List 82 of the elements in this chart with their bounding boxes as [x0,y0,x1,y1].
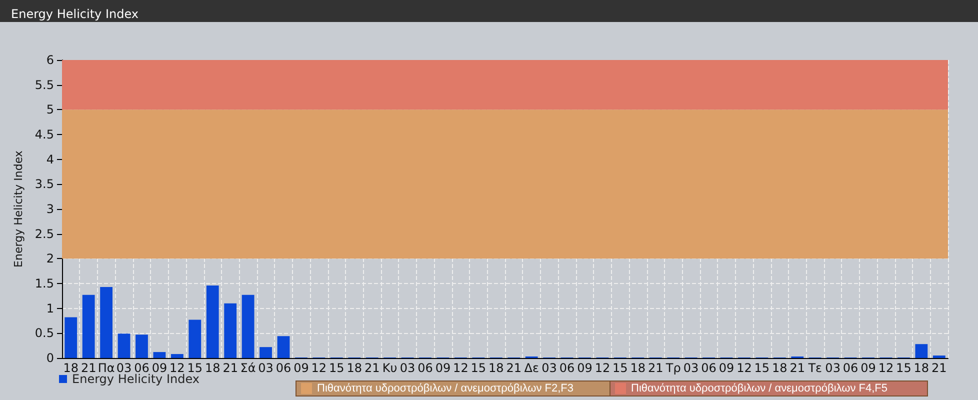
x-tick-label: 15 [470,361,486,375]
x-tick-label: 06 [842,361,858,375]
x-tick-label: 21 [932,361,947,375]
x-tick-label: 03 [825,361,840,375]
x-tick-label: 12 [878,361,894,375]
x-tick-label: 09 [294,361,309,375]
x-tick-label: 21 [648,361,664,375]
x-tick-label: 18 [346,361,362,375]
y-tick-label: 0 [46,351,54,365]
y-tick-label: 6 [46,53,54,67]
x-tick-label: Τε [807,361,822,375]
x-tick-label: Δε [524,361,539,375]
x-tick-label: 12 [453,361,468,375]
x-tick-label: Σά [240,361,256,375]
bar [170,354,184,358]
bar [915,344,928,358]
y-tick-label: 3.5 [34,177,54,192]
x-tick-label: Κυ [382,361,398,375]
y-tick-label: 0.5 [34,326,54,340]
x-tick-label: 15 [612,361,628,375]
x-tick-label: 18 [488,361,504,375]
bar [153,352,166,358]
x-tick-label: 18 [630,361,646,375]
x-tick-label: 21 [222,361,238,375]
x-tick-label: 06 [276,361,292,375]
x-tick-label: 12 [170,361,185,375]
x-tick-label: 09 [860,361,876,375]
x-tick-label: 03 [116,361,132,375]
y-tick-label: 4 [46,152,54,166]
x-tick-label: 06 [559,361,575,375]
x-tick-label: Τρ [664,361,681,375]
x-tick-label: 18 [772,361,788,375]
x-tick-label: Πα [98,361,115,375]
x-tick-label: 12 [311,361,327,375]
x-tick-label: 09 [435,361,451,375]
x-tick-label: 06 [701,361,716,375]
bar [64,317,78,358]
x-tick-label: 15 [329,361,344,375]
x-tick-label: 09 [152,361,168,375]
x-tick-label: 06 [134,361,150,375]
y-tick-label: 2.5 [34,226,54,241]
x-tick-label: 15 [896,361,912,375]
bar [118,334,130,358]
legend-label: Πιθανότητα υδροστρόβιλων / ανεμοστρόβιλων F4,F5 [631,382,888,394]
y-tick-label: 1.5 [34,276,54,290]
y-tick-label: 4.5 [34,128,54,142]
x-tick-label: 21 [790,361,806,375]
x-tick-label: 15 [754,361,770,375]
y-tick-label: 5 [46,102,54,117]
x-tick-label: 09 [577,361,592,375]
bar [206,285,219,358]
x-tick-label: 03 [542,361,557,375]
x-tick-label: 21 [80,361,96,375]
bar [242,294,254,358]
bar [82,294,95,358]
x-tick-label: 03 [683,361,699,375]
bar [260,347,272,358]
x-tick-label: 03 [400,361,416,375]
bar [277,336,290,358]
x-tick-label: 21 [364,361,380,375]
x-tick-label: 18 [204,361,220,375]
x-tick-label: 18 [914,361,930,375]
bar [100,286,112,358]
chart-title: Energy Helicity Index [11,7,138,21]
y-tick-label: 3 [46,202,54,216]
legend-label: Πιθανότητα υδροστρόβιλων / ανεμοστρόβιλων F2,F3 [317,382,574,394]
x-tick-label: 12 [736,361,752,375]
bar [136,334,148,358]
x-tick-label: 12 [594,361,610,375]
x-tick-label: 03 [258,361,274,375]
y-tick-label: 1 [46,301,54,316]
x-tick-label: 15 [187,361,203,375]
x-tick-label: 09 [718,361,734,375]
y-tick-label: 2 [46,252,54,266]
bar [224,303,237,358]
y-axis-title: Energy Helicity Index [12,150,26,268]
bar [188,320,202,358]
y-tick-label: 5.5 [34,78,54,92]
x-tick-label: 21 [506,361,522,375]
x-tick-label: 18 [63,361,78,375]
x-tick-label: 06 [418,361,433,375]
legend-label: Energy Helicity Index [72,372,200,386]
